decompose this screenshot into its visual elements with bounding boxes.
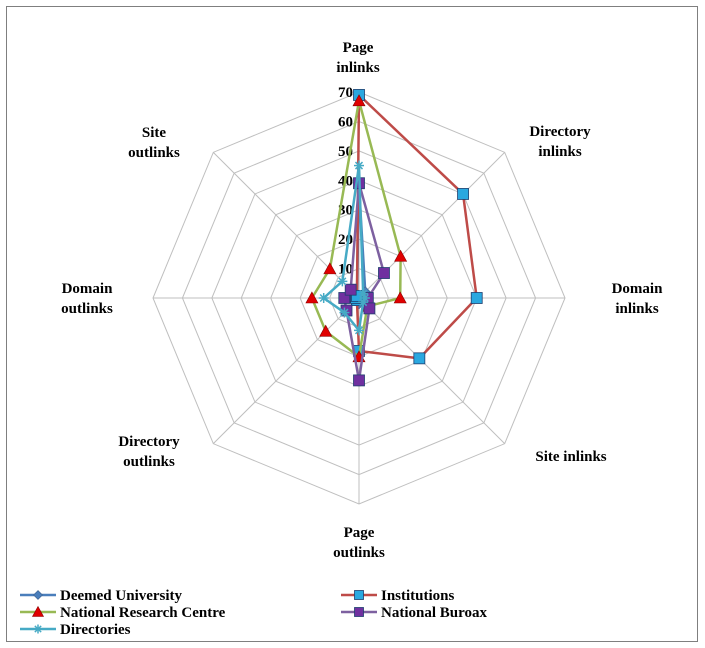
legend-label: Deemed University (60, 588, 183, 604)
point (358, 297, 369, 308)
legend-label: Institutions (381, 588, 455, 604)
point (319, 324, 333, 337)
legend-label: Directories (60, 622, 131, 638)
point (339, 307, 350, 318)
legend: Deemed University Institutions National Re… (20, 588, 487, 638)
category-axis-labels: Page inlinks Directory inlinks Domain inlinks… (61, 40, 663, 561)
radial-tick-labels: 010203040506070 (338, 85, 353, 307)
series-directories (318, 160, 370, 336)
r-tick-label: 60 (338, 114, 353, 130)
axis-label: Page outlinks (333, 525, 385, 561)
point (457, 188, 469, 200)
point (363, 302, 376, 315)
point (344, 283, 357, 296)
point (378, 267, 390, 279)
point (318, 293, 329, 303)
point (338, 292, 351, 304)
point (352, 94, 366, 107)
r-tick-label: 20 (338, 232, 353, 248)
axis-label: Page inlinks (336, 40, 380, 76)
axis-label: Directory inlinks (529, 124, 591, 160)
point (33, 590, 43, 600)
series-layer (305, 89, 483, 387)
legend-label: National Buroax (381, 605, 487, 621)
point (354, 607, 364, 617)
legend-item: National Research Centre (20, 605, 226, 621)
point (354, 160, 364, 171)
point (413, 352, 426, 365)
axis-label: Site outlinks (128, 125, 180, 161)
series-line (354, 93, 478, 360)
spoke-line (358, 297, 506, 445)
axis-label: Site inlinks (535, 449, 606, 465)
legend-item: National Buroax (341, 605, 487, 621)
point (33, 624, 43, 634)
legend-item: Deemed University (20, 588, 183, 604)
r-tick-label: 10 (338, 262, 353, 278)
point (337, 276, 348, 287)
point (354, 590, 364, 600)
point (470, 292, 483, 304)
point (323, 262, 337, 275)
axis-label: Directory outlinks (118, 434, 180, 470)
spoke-line (212, 297, 360, 445)
axis-label: Domain outlinks (61, 281, 113, 317)
r-tick-label: 70 (338, 85, 353, 101)
point (31, 605, 45, 617)
axis-label: Domain inlinks (612, 281, 663, 317)
point (393, 291, 407, 304)
point (305, 291, 319, 304)
point (394, 249, 408, 262)
point (354, 325, 364, 336)
legend-item: Institutions (341, 588, 455, 604)
point (353, 374, 365, 387)
legend-item: Directories (20, 622, 131, 638)
legend-label: National Research Centre (60, 605, 226, 621)
